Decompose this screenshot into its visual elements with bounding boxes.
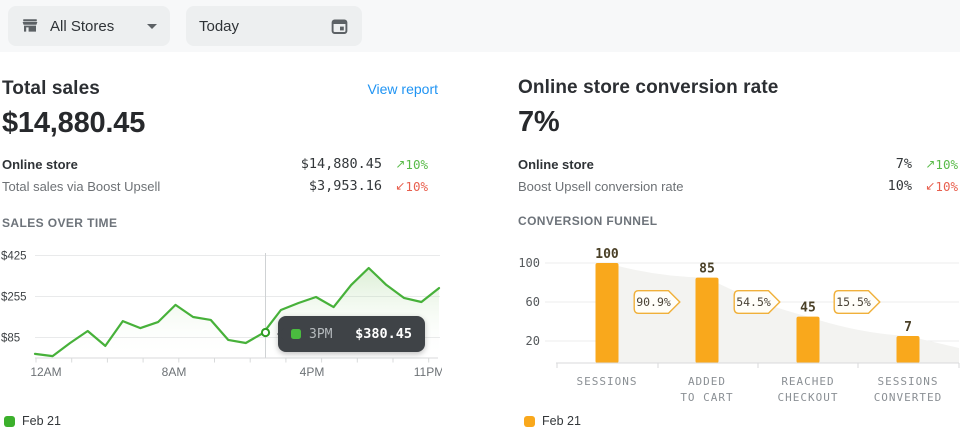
arrow-up-right-icon: ↗: [395, 156, 406, 171]
metric-delta-down: ↙10%: [395, 178, 428, 194]
bar-value-label: 85: [699, 262, 715, 277]
tooltip-series-swatch: [291, 329, 301, 339]
conversion-funnel-chart[interactable]: 100 60 20 100 85 45 7 90.9% 54.5% 15.5%: [518, 245, 960, 410]
drop-badge: 90.9%: [633, 290, 681, 314]
x-tick-label: 4PM: [300, 365, 325, 379]
category-label: CONVERTED: [874, 391, 943, 404]
metric-row-online-store: Online store $14,880.45 ↗10%: [2, 153, 428, 175]
funnel-legend: Feb 21: [524, 414, 581, 428]
metric-label: Online store: [2, 156, 78, 172]
metric-value: $3,953.16: [308, 178, 382, 194]
x-axis-ticks: [556, 363, 960, 368]
category-label: REACHED: [781, 375, 834, 388]
funnel-bar-sessions-converted: [896, 336, 920, 363]
conversion-title: Online store conversion rate: [518, 77, 779, 98]
legend-label: Feb 21: [22, 414, 61, 428]
chart-tooltip: 3PM $380.45: [277, 316, 425, 352]
metric-label: Boost Upsell conversion rate: [518, 178, 684, 194]
calendar-icon: [330, 17, 349, 36]
total-sales-card: Total sales View report $14,880.45 Onlin…: [0, 52, 442, 431]
total-sales-title: Total sales: [2, 78, 100, 99]
metric-label: Online store: [518, 156, 594, 172]
funnel-bar-sessions: [595, 263, 619, 363]
drop-badge-value: 90.9%: [636, 295, 671, 309]
y-tick-label: $425: [1, 251, 27, 263]
metric-row-online-store: Online store 7% ↗10%: [518, 153, 958, 175]
drop-badge: 54.5%: [733, 290, 781, 314]
metric-row-boost-upsell: Boost Upsell conversion rate 10% ↙10%: [518, 175, 958, 197]
tooltip-time: 3PM: [309, 326, 333, 342]
metric-value: 10%: [887, 178, 912, 194]
metric-value: 7%: [895, 156, 912, 172]
sales-legend: Feb 21: [4, 414, 61, 428]
conversion-metrics: Online store 7% ↗10% Boost Upsell conver…: [518, 153, 958, 197]
bar-value-label: 100: [595, 247, 619, 262]
tooltip-value: $380.45: [355, 326, 412, 342]
metric-delta-up: ↗10%: [395, 156, 428, 172]
chevron-down-icon: [147, 23, 157, 29]
date-picker-label: Today: [199, 17, 240, 35]
y-tick-label: 60: [526, 295, 540, 309]
metric-delta-down: ↙10%: [925, 178, 958, 194]
sales-over-time-label: SALES OVER TIME: [2, 216, 118, 230]
drop-badge-value: 15.5%: [836, 295, 871, 309]
y-tick-label: $85: [1, 333, 20, 345]
funnel-bar-reached-checkout: [796, 316, 820, 363]
category-label: SESSIONS: [878, 375, 939, 388]
conversion-value: 7%: [518, 106, 560, 138]
bar-value-label: 45: [800, 301, 816, 316]
y-tick-label: $255: [1, 292, 27, 304]
category-label: ADDED: [688, 375, 726, 388]
y-tick-label: 100: [518, 256, 540, 270]
view-report-link[interactable]: View report: [367, 81, 438, 97]
arrow-down-left-icon: ↙: [395, 178, 406, 193]
arrow-down-left-icon: ↙: [925, 178, 936, 193]
metric-value: $14,880.45: [300, 156, 382, 172]
date-picker-button[interactable]: Today: [186, 6, 362, 46]
metric-label: Total sales via Boost Upsell: [2, 178, 161, 194]
category-label: SESSIONS: [577, 375, 638, 388]
total-sales-value: $14,880.45: [2, 107, 146, 139]
conversion-funnel-label: CONVERSION FUNNEL: [518, 214, 658, 228]
funnel-bar-added-to-cart: [695, 277, 719, 363]
metric-row-boost-upsell: Total sales via Boost Upsell $3,953.16 ↙…: [2, 175, 428, 197]
funnel-shade-area: [607, 263, 959, 363]
legend-swatch-green: [4, 415, 15, 427]
category-label: CHECKOUT: [778, 391, 839, 404]
store-selector-button[interactable]: All Stores: [8, 6, 170, 46]
topbar: All Stores Today: [0, 0, 960, 52]
store-icon: [21, 17, 39, 35]
bar-value-label: 7: [904, 320, 912, 335]
hover-point-marker: [260, 327, 271, 338]
x-tick-label: 8AM: [162, 365, 187, 379]
metric-delta-up: ↗10%: [925, 156, 958, 172]
arrow-up-right-icon: ↗: [925, 156, 936, 171]
y-tick-label: 20: [526, 334, 540, 348]
legend-swatch-orange: [524, 415, 535, 427]
total-sales-metrics: Online store $14,880.45 ↗10% Total sales…: [2, 153, 428, 197]
legend-label: Feb 21: [542, 414, 581, 428]
series-line: [33, 266, 441, 358]
drop-badge-value: 54.5%: [736, 295, 771, 309]
conversion-rate-card: Online store conversion rate 7% Online s…: [518, 52, 960, 431]
sales-line-chart[interactable]: $425 $255 $85 12AM 8AM 4PM 11PM: [0, 245, 442, 385]
store-selector-label: All Stores: [50, 17, 115, 35]
x-tick-label: 11PM: [414, 365, 442, 379]
category-label: TO CART: [680, 391, 733, 404]
x-tick-label: 12AM: [30, 365, 61, 379]
x-axis-ticks: [35, 358, 430, 363]
drop-badge: 15.5%: [833, 290, 881, 314]
